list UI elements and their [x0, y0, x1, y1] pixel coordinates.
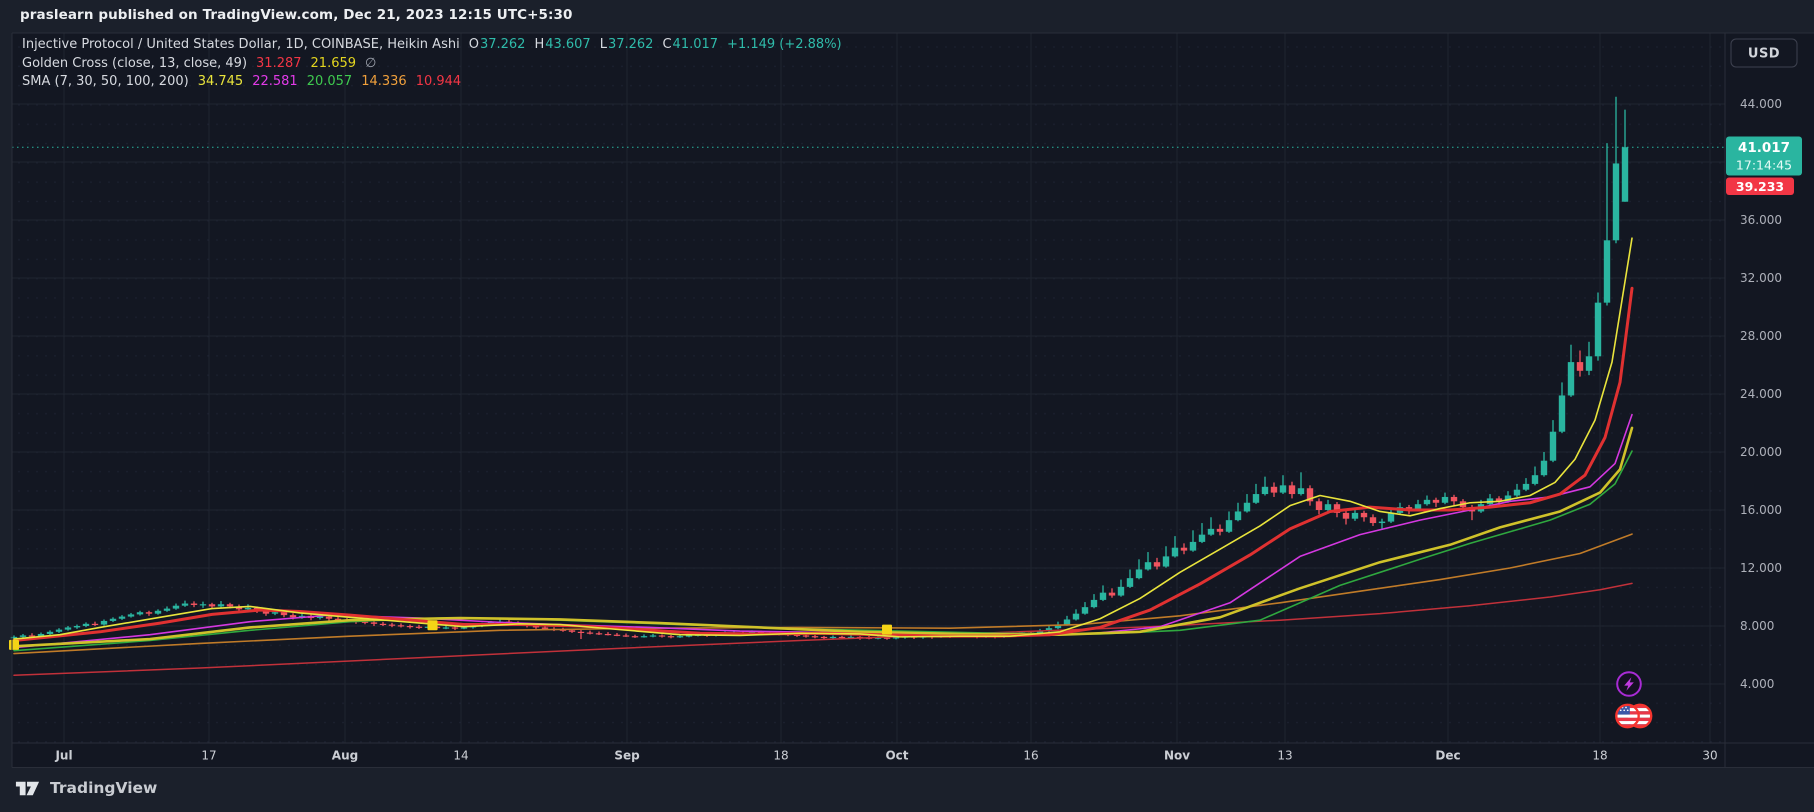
sma-value-30: 22.581 — [252, 74, 298, 89]
golden-cross-marker — [427, 620, 438, 631]
time-axis-drag-area[interactable] — [12, 744, 1814, 768]
ohlc-high: H 43.607 — [534, 37, 591, 52]
sma-value-50: 20.057 — [306, 74, 353, 89]
golden-cross-value-13: 31.287 — [256, 55, 302, 71]
currency-button[interactable]: USD — [1730, 38, 1798, 68]
svg-text:USD: USD — [1748, 47, 1780, 62]
svg-text:28.000: 28.000 — [1740, 329, 1782, 343]
sma-value-200: 10.944 — [415, 74, 462, 89]
svg-text:44.000: 44.000 — [1740, 97, 1782, 111]
svg-text:18: 18 — [773, 749, 788, 763]
tradingview-watermark[interactable]: TradingView — [14, 774, 157, 801]
svg-text:32.000: 32.000 — [1740, 271, 1782, 285]
symbol-title[interactable]: Injective Protocol / United States Dolla… — [22, 37, 460, 52]
legend-symbol-row[interactable]: Injective Protocol / United States Dolla… — [22, 37, 842, 52]
svg-text:Jul: Jul — [54, 749, 72, 763]
tradingview-brand-text: TradingView — [50, 778, 158, 797]
svg-text:24.000: 24.000 — [1740, 387, 1782, 401]
chart-pane[interactable] — [12, 33, 1725, 743]
current-price-badge: 41.017 17:14:45 — [1726, 136, 1802, 176]
svg-text:Aug: Aug — [332, 749, 358, 763]
sma-value-7: 34.745 — [197, 74, 244, 89]
svg-text:Dec: Dec — [1435, 749, 1460, 763]
svg-text:Oct: Oct — [885, 749, 908, 763]
publish-info: praslearn published on TradingView.com, … — [20, 7, 573, 23]
golden-cross-marker — [882, 624, 892, 635]
svg-text:12.000: 12.000 — [1740, 561, 1782, 575]
pane-borders — [11, 32, 1814, 768]
svg-text:8.000: 8.000 — [1740, 619, 1774, 633]
prev-close-badge: 39.233 — [1726, 177, 1794, 195]
sma-title[interactable]: SMA (7, 30, 50, 100, 200) — [22, 74, 189, 89]
svg-text:39.233: 39.233 — [1736, 179, 1784, 194]
svg-text:18: 18 — [1592, 749, 1607, 763]
ohlc-low: L 37.262 — [599, 37, 654, 52]
ma-line-sma-200 — [13, 582, 1633, 677]
legend-golden-cross-row[interactable]: Golden Cross (close, 13, close, 49) 31.2… — [22, 56, 842, 71]
svg-text:16: 16 — [1023, 749, 1038, 763]
legend-sma-row[interactable]: SMA (7, 30, 50, 100, 200) 34.745 22.581 … — [22, 74, 842, 89]
sma-value-100: 14.336 — [361, 74, 407, 89]
golden-cross-value-49: 21.659 — [310, 55, 357, 71]
ohlc-open: O 37.262 — [468, 37, 526, 52]
svg-text:41.017: 41.017 — [1738, 140, 1790, 156]
legend: Injective Protocol / United States Dolla… — [22, 37, 842, 89]
time-axis[interactable]: Jul 17 Aug 14 Sep 18 Oct 16 Nov 13 Dec 18 30 — [54, 749, 1717, 763]
svg-text:17: 17 — [201, 749, 216, 763]
svg-text:20.000: 20.000 — [1740, 445, 1782, 459]
usd-flag-icon — [1615, 703, 1653, 729]
ma-lines-layer — [12, 237, 1634, 677]
svg-text:36.000: 36.000 — [1740, 213, 1782, 227]
svg-text:Sep: Sep — [614, 749, 640, 763]
tradingview-logo-icon — [15, 781, 40, 796]
price-axis-drag-area[interactable] — [1726, 33, 1814, 743]
svg-text:16.000: 16.000 — [1740, 503, 1782, 517]
price-axis[interactable]: 44.000 36.000 32.000 28.000 24.000 20.000 16.0… — [1740, 97, 1782, 691]
svg-text:30: 30 — [1702, 749, 1717, 763]
svg-text:4.000: 4.000 — [1740, 677, 1774, 691]
change-value: +1.149 (+2.88%) — [727, 37, 842, 52]
svg-text:13: 13 — [1277, 749, 1292, 763]
injective-logo-icon — [1616, 671, 1642, 697]
ohlc-close: C 41.017 — [662, 37, 719, 52]
ma-line-sma-7 — [13, 237, 1633, 640]
golden-cross-title[interactable]: Golden Cross (close, 13, close, 49) — [22, 55, 248, 71]
svg-text:Nov: Nov — [1164, 749, 1190, 763]
empty-set-icon: ∅ — [365, 55, 377, 71]
svg-text:14: 14 — [453, 749, 468, 763]
svg-text:17:14:45: 17:14:45 — [1736, 158, 1792, 173]
